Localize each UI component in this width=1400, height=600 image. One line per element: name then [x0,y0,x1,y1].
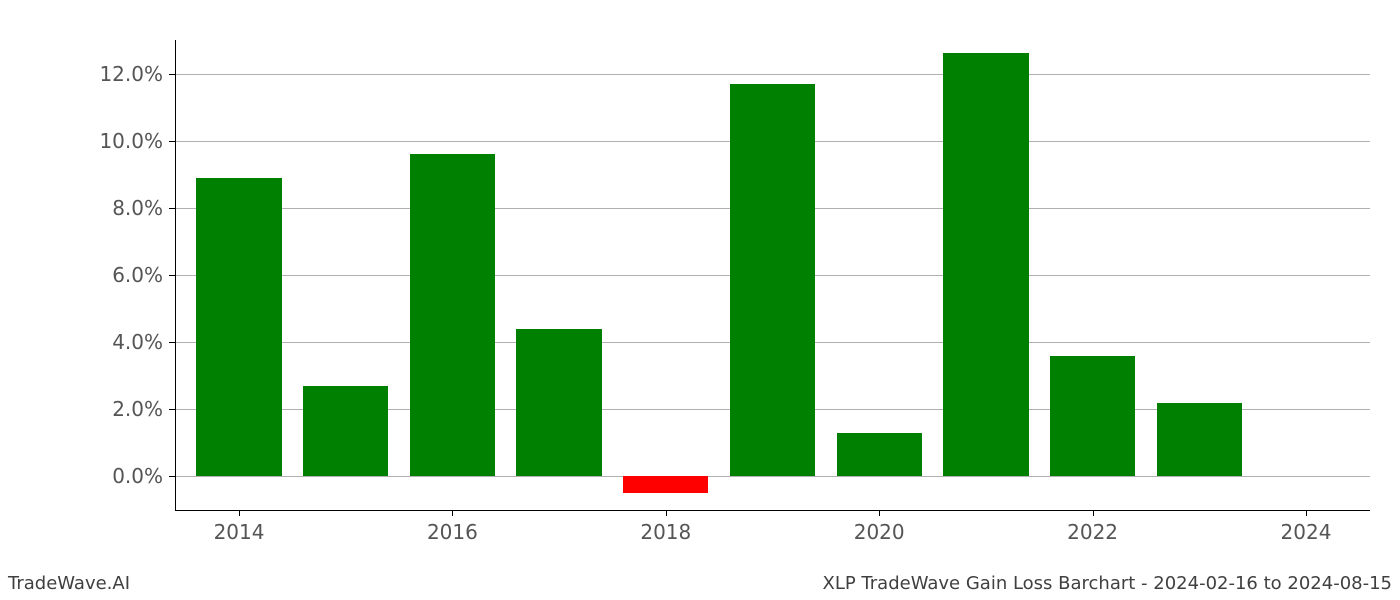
y-tick-label: 0.0% [112,464,163,488]
bar [303,386,388,477]
bar [196,178,281,477]
y-tick-label: 10.0% [99,129,163,153]
plot-area: 0.0%2.0%4.0%6.0%8.0%10.0%12.0%2014201620… [175,40,1370,510]
x-tick-label: 2016 [427,520,478,544]
y-tick-label: 2.0% [112,397,163,421]
chart-container: 0.0% 2.0% 4.0% 6.0% 8.0% 10.0% 12.0% 2014 2016 20… [0,0,1400,600]
x-tick-mark [879,510,880,516]
x-tick-mark [239,510,240,516]
y-tick-label: 8.0% [112,196,163,220]
x-tick-label: 2020 [854,520,905,544]
y-tick-label: 4.0% [112,330,163,354]
bar [943,53,1028,476]
x-tick-label: 2022 [1067,520,1118,544]
x-tick-label: 2024 [1281,520,1332,544]
bar [623,476,708,493]
x-tick-label: 2018 [640,520,691,544]
bar [1050,356,1135,477]
y-tick-label: 6.0% [112,263,163,287]
x-tick-mark [452,510,453,516]
y-gridline [175,476,1370,477]
x-tick-mark [666,510,667,516]
bar [410,154,495,476]
x-tick-label: 2014 [214,520,265,544]
y-tick-label: 12.0% [99,62,163,86]
y-axis-spine [175,40,176,510]
footer-left-text: TradeWave.AI [8,573,130,594]
y-gridline [175,74,1370,75]
bar [837,433,922,477]
x-tick-mark [1093,510,1094,516]
bar [1157,403,1242,477]
footer-right-text: XLP TradeWave Gain Loss Barchart - 2024-… [823,573,1393,594]
x-tick-mark [1306,510,1307,516]
bar [516,329,601,477]
bar [730,84,815,477]
x-axis-spine [175,510,1370,511]
